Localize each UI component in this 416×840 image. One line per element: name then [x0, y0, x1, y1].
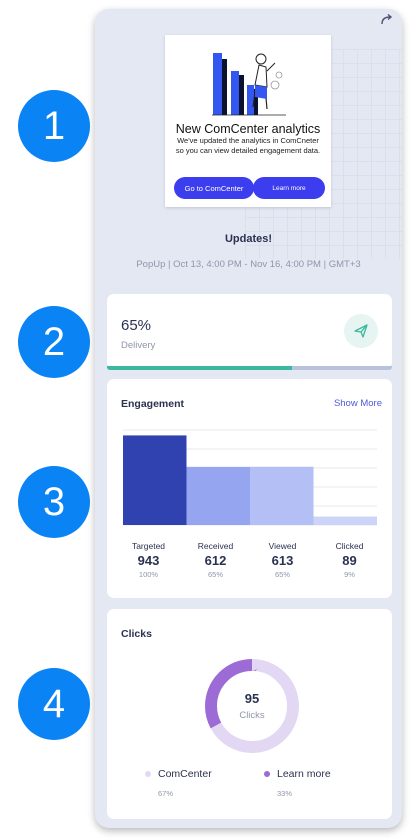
clicks-title: Clicks	[121, 628, 152, 640]
show-more-link[interactable]: Show More	[333, 398, 382, 409]
stat-percent: 100%	[138, 570, 159, 579]
stat-label: Targeted	[131, 541, 166, 551]
donut-segment-learn-more	[205, 659, 299, 753]
send-button[interactable]	[344, 314, 378, 348]
delivery-value: 65%	[121, 317, 152, 334]
stat-percent: 9%	[344, 570, 355, 579]
legend-learn-more: Learn more	[264, 768, 331, 780]
clicks-card: Clicks 95 Clicks ComCenter 67% Learn mor…	[107, 609, 392, 819]
legend-label: ComCenter	[158, 768, 212, 780]
legend-percent-learn-more: 33%	[277, 789, 293, 798]
engagement-title: Engagement	[121, 398, 185, 410]
step-badge-4: 4	[18, 668, 90, 740]
analytics-illustration	[212, 53, 286, 116]
bar-viewed	[250, 466, 314, 525]
stat-value: 613	[271, 553, 294, 568]
stat-targeted: Targeted 943 100%	[115, 541, 182, 579]
legend-comcenter: ComCenter	[145, 768, 212, 780]
engagement-stats: Targeted 943 100% Received 612 65% Viewe…	[115, 541, 383, 579]
clicks-total-label: Clicks	[239, 710, 265, 721]
stat-value: 943	[137, 553, 160, 568]
legend-label: Learn more	[277, 768, 331, 780]
updates-meta: PopUp | Oct 13, 4:00 PM - Nov 16, 4:00 P…	[136, 259, 361, 270]
legend-dot	[145, 771, 151, 778]
delivery-progress-fill	[107, 366, 293, 370]
stat-value: 612	[204, 553, 227, 568]
stat-percent: 65%	[207, 570, 223, 579]
engagement-card: Engagement Show More Targeted 943 100% R…	[107, 379, 392, 598]
delivery-card: 65% Delivery	[107, 294, 392, 369]
stat-label: Received	[197, 541, 234, 551]
analytics-panel: New ComCenter analytics We've updated th…	[95, 9, 402, 828]
send-icon	[354, 324, 368, 338]
engagement-chart	[123, 429, 377, 526]
stat-clicked: Clicked 89 9%	[316, 541, 383, 579]
legend-percent-comcenter: 67%	[158, 789, 174, 798]
stat-received: Received 612 65%	[182, 541, 249, 579]
stat-value: 89	[342, 553, 357, 568]
clicks-donut-chart	[205, 659, 299, 753]
step-badge-1: 1	[18, 90, 90, 162]
step-badge-3: 3	[18, 466, 90, 538]
learn-more-button[interactable]: Learn more	[253, 177, 325, 199]
delivery-progress-bar	[107, 366, 392, 370]
legend-dot	[264, 771, 270, 778]
popup-preview: New ComCenter analytics We've updated th…	[165, 35, 331, 207]
stat-percent: 65%	[274, 570, 290, 579]
stat-label: Clicked	[335, 541, 364, 551]
stat-viewed: Viewed 613 65%	[249, 541, 316, 579]
share-icon[interactable]	[380, 13, 394, 27]
stat-label: Viewed	[268, 541, 297, 551]
step-badge-2: 2	[18, 306, 90, 378]
popup-title: New ComCenter analytics	[175, 122, 321, 136]
delivery-label: Delivery	[121, 340, 156, 351]
bar-received	[186, 466, 250, 525]
bar-targeted	[123, 435, 187, 525]
bar-clicked	[313, 516, 377, 525]
clicks-total: 95	[244, 691, 260, 706]
updates-title: Updates!	[224, 233, 273, 245]
go-to-comcenter-button[interactable]: Go to ComCenter	[174, 177, 254, 199]
popup-body: We've updated the analytics in ComCneter…	[175, 136, 321, 155]
